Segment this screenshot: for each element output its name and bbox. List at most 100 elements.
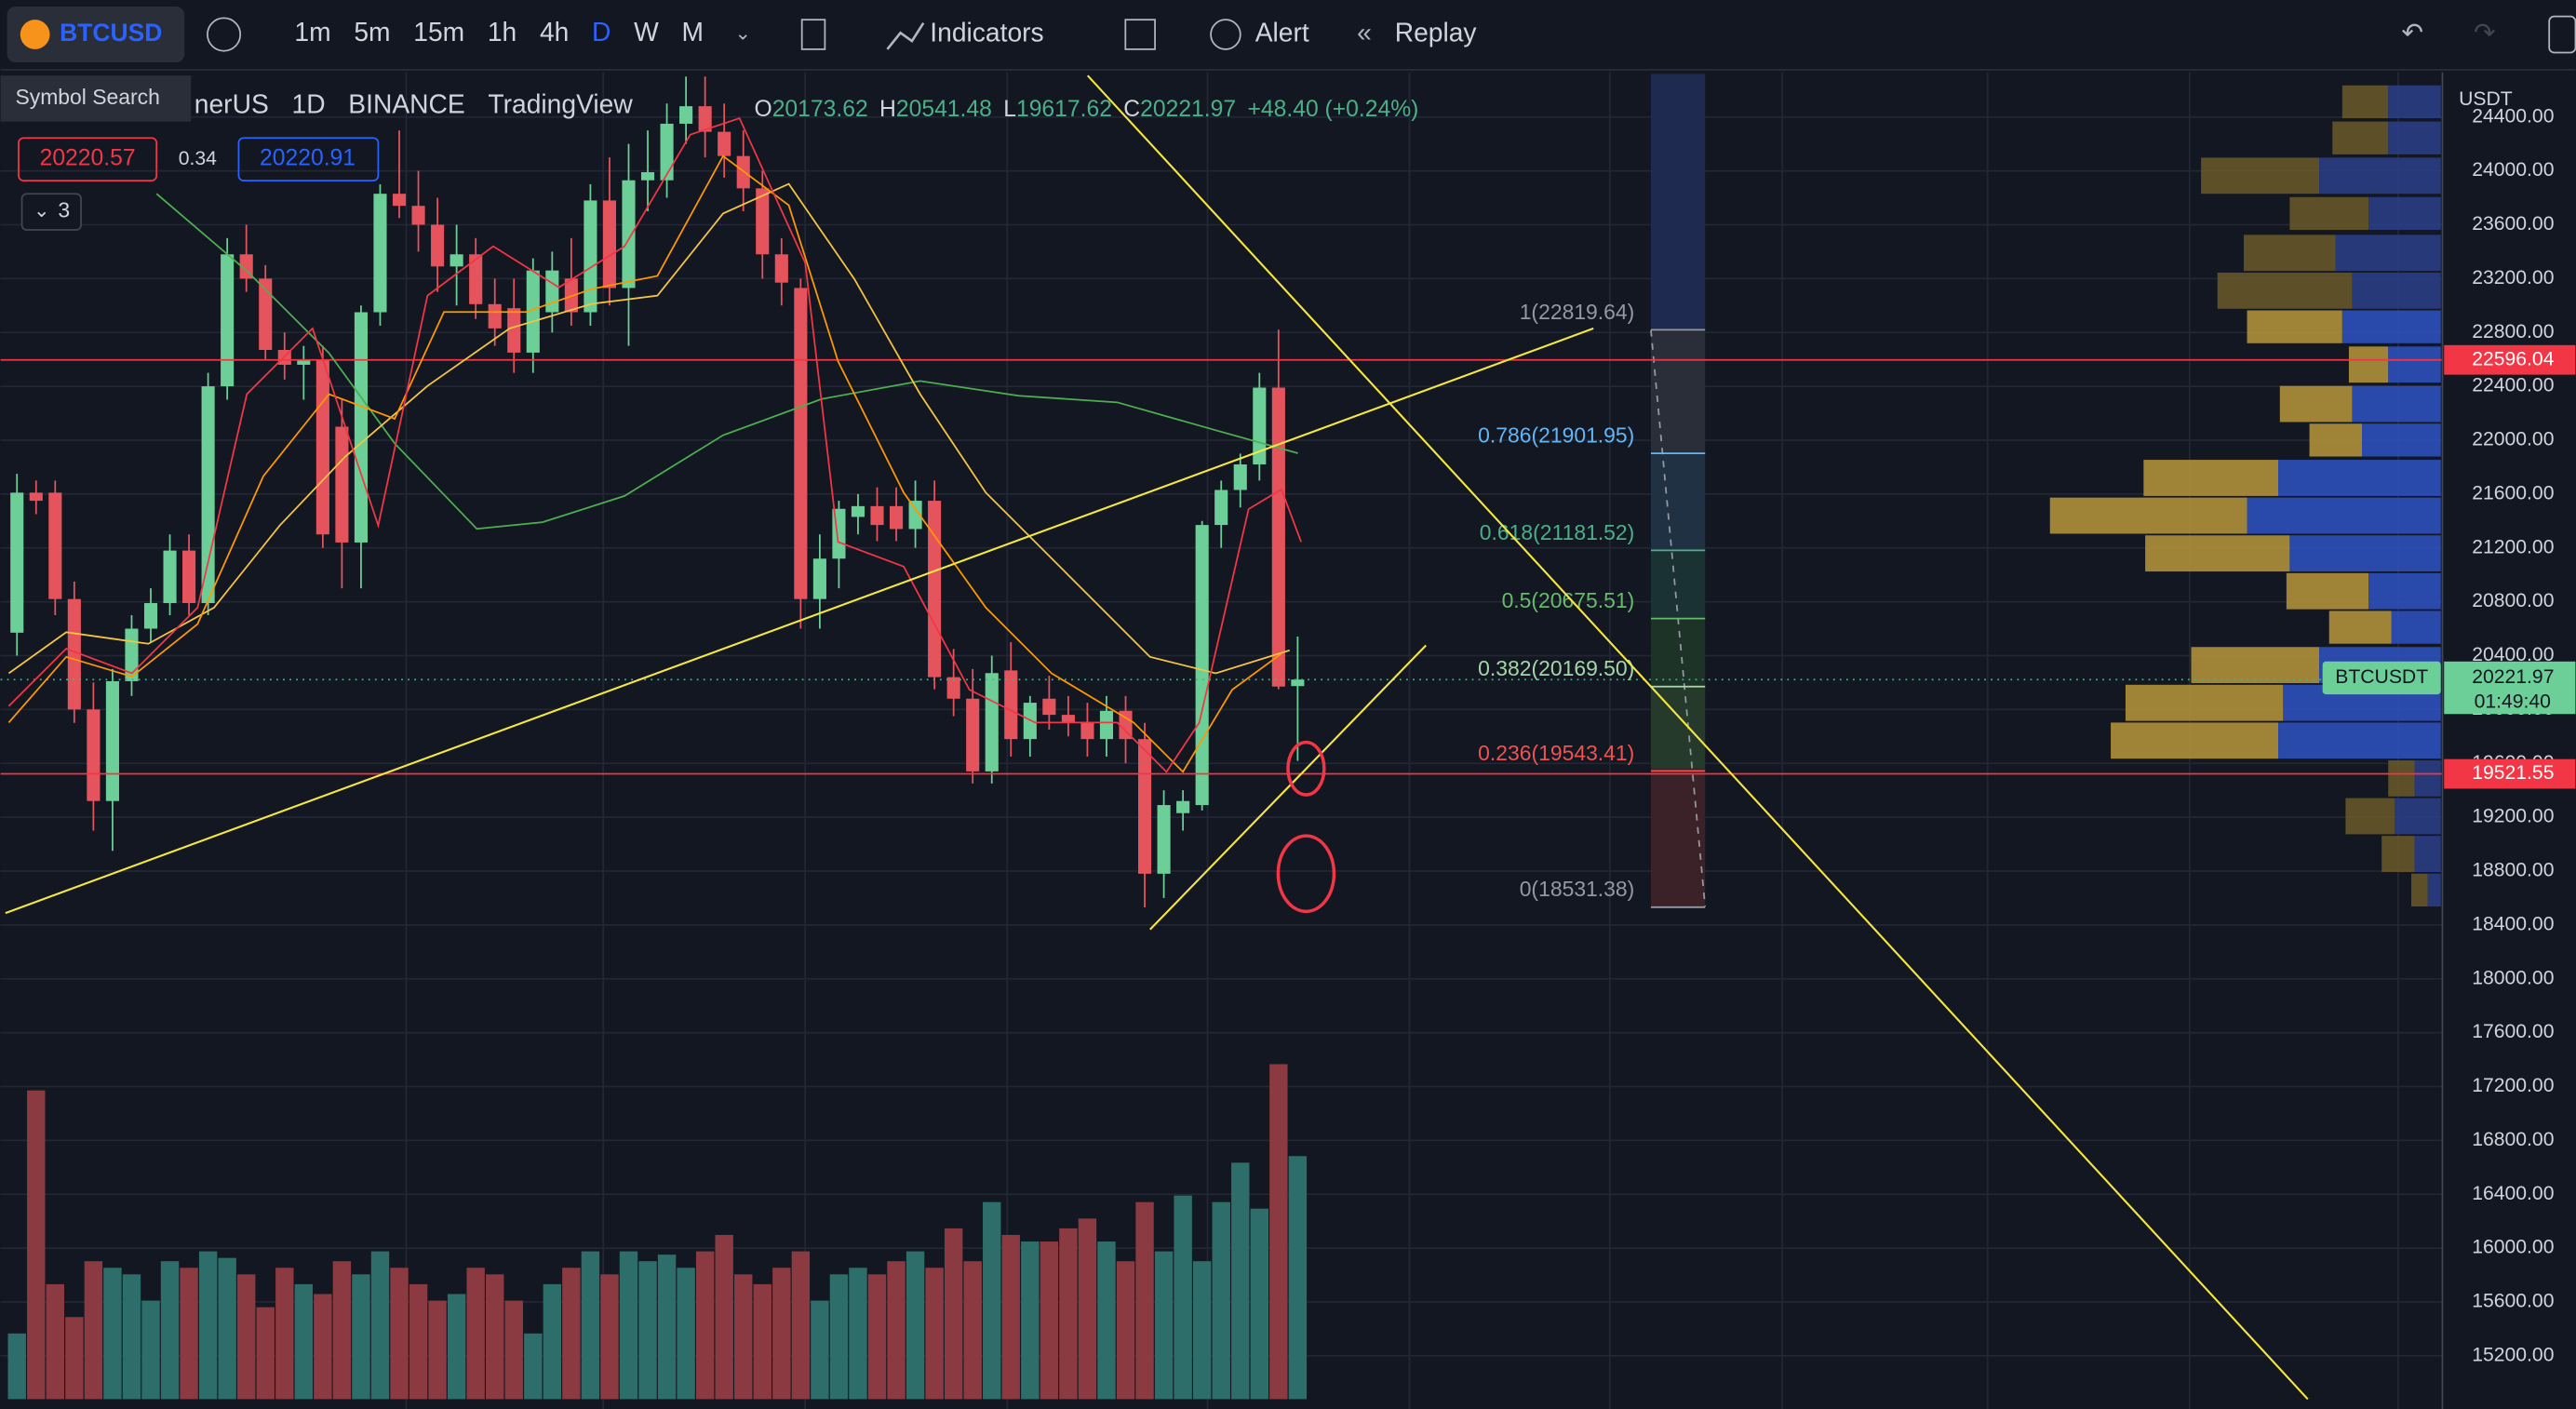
fib-zone: [1650, 329, 1706, 454]
candle-body: [163, 550, 177, 604]
candle-body: [718, 131, 731, 156]
profile-bar: [2335, 235, 2441, 272]
fullscreen[interactable]: [2548, 15, 2576, 54]
candle-body: [870, 505, 884, 526]
price-line-tag: [2444, 344, 2576, 375]
symbol[interactable]: BTCUSD: [60, 19, 162, 47]
price-tick-label: 23600.00: [2472, 213, 2554, 235]
last-price: 20221.97: [2472, 666, 2554, 688]
candle-body: [908, 501, 922, 530]
profile-bar: [2381, 836, 2415, 872]
interval[interactable]: 4h: [540, 18, 569, 47]
candle-body: [1061, 715, 1075, 723]
volume-bar: [370, 1251, 390, 1400]
volume-bar: [983, 1201, 1001, 1400]
chart-type[interactable]: [800, 19, 826, 50]
redo[interactable]: ↷: [2474, 18, 2496, 47]
interval[interactable]: W: [634, 18, 659, 47]
ohlc-value: 20173.62: [772, 97, 868, 122]
profile-bar: [2427, 873, 2441, 907]
profile-bar: [2391, 611, 2441, 644]
profile-bar: [2289, 196, 2369, 231]
ma-line: [7, 116, 1302, 773]
plot: 1(22819.64) 0.786(21901.95) 0.618(21181.52…: [0, 76, 2443, 1400]
volume-bar: [1078, 1218, 1097, 1400]
candle-body: [411, 206, 425, 225]
interval-menu[interactable]: ⌄: [734, 23, 751, 45]
price-tick-label: 16000.00: [2472, 1237, 2554, 1258]
volume-bar: [963, 1261, 982, 1400]
fib-zone: [1650, 768, 1706, 907]
volume-bar: [466, 1268, 485, 1400]
bid: 20220.57: [40, 146, 136, 171]
ask: 20220.91: [260, 146, 356, 171]
fib-zone: [1650, 453, 1706, 551]
candle-body: [928, 501, 942, 678]
candle-body: [469, 254, 483, 304]
profile-bar: [2368, 196, 2441, 231]
fib-box: [1650, 74, 1707, 907]
candle-body: [1233, 463, 1247, 490]
interval[interactable]: M: [681, 18, 704, 47]
price-tick-label: 18800.00: [2472, 860, 2554, 881]
indicators-icon: [886, 21, 925, 50]
price-tick-label: 20800.00: [2472, 590, 2554, 611]
undo[interactable]: ↶: [2401, 18, 2423, 47]
volume-bar: [849, 1268, 867, 1400]
candle-body: [946, 677, 960, 699]
price-tick-label: 17600.00: [2472, 1021, 2554, 1042]
volume-bar: [925, 1268, 944, 1400]
volume-bar: [447, 1294, 466, 1400]
interval[interactable]: 1m: [294, 18, 330, 47]
volume-bar: [27, 1090, 46, 1400]
profile-bar: [2352, 272, 2441, 309]
candle-body: [87, 709, 101, 801]
btc-icon: [20, 20, 50, 49]
profile-bar: [2362, 423, 2441, 457]
candle-body: [315, 359, 329, 535]
change: +48.40 (+0.24%): [1247, 97, 1418, 122]
volume-bar: [944, 1228, 963, 1400]
fib-label: 1(22819.64): [1520, 300, 1635, 324]
symbol-button[interactable]: [7, 7, 185, 63]
indicators[interactable]: Indicators: [930, 18, 1043, 47]
candle-body: [584, 200, 597, 313]
candle-body: [239, 254, 253, 279]
candle-body: [143, 603, 158, 629]
alert[interactable]: Alert: [1255, 18, 1309, 47]
bid-box: [18, 137, 158, 181]
interval[interactable]: 1h: [488, 18, 517, 47]
volume-bar: [1174, 1195, 1192, 1400]
layouts[interactable]: [1124, 19, 1156, 50]
volume-bar: [772, 1268, 791, 1400]
volume-bar: [294, 1283, 314, 1400]
volume-bar: [84, 1261, 103, 1400]
indicator-count[interactable]: 3: [58, 198, 70, 222]
indicator-toggle[interactable]: [20, 193, 82, 231]
replay[interactable]: Replay: [1395, 18, 1478, 47]
price-tick-label: 15200.00: [2472, 1344, 2554, 1365]
fib-zone: [1650, 550, 1706, 618]
candle-body: [29, 492, 43, 502]
add-symbol[interactable]: [207, 17, 242, 52]
ohlc-value: 20221.97: [1140, 97, 1236, 122]
profile-bar: [2352, 385, 2441, 423]
fib-zone: [1650, 684, 1706, 769]
candle-body: [67, 598, 81, 710]
profile-bar: [2388, 759, 2415, 797]
profile-bar: [2341, 310, 2441, 343]
volume-bar: [1250, 1208, 1269, 1400]
candle-body: [449, 254, 463, 267]
interval[interactable]: 15m: [413, 18, 464, 47]
interval[interactable]: 5m: [354, 18, 390, 47]
candle-body: [259, 278, 273, 351]
profile-bar: [2217, 272, 2353, 309]
circle-annotation: [1276, 834, 1336, 914]
currency[interactable]: USDT: [2459, 88, 2513, 110]
candle-body: [221, 254, 235, 387]
volume-bar: [352, 1274, 370, 1400]
candle-body: [1119, 710, 1133, 740]
price-tick-label: 22000.00: [2472, 429, 2554, 450]
interval[interactable]: D: [592, 18, 610, 47]
price-tick-label: 16800.00: [2472, 1129, 2554, 1150]
